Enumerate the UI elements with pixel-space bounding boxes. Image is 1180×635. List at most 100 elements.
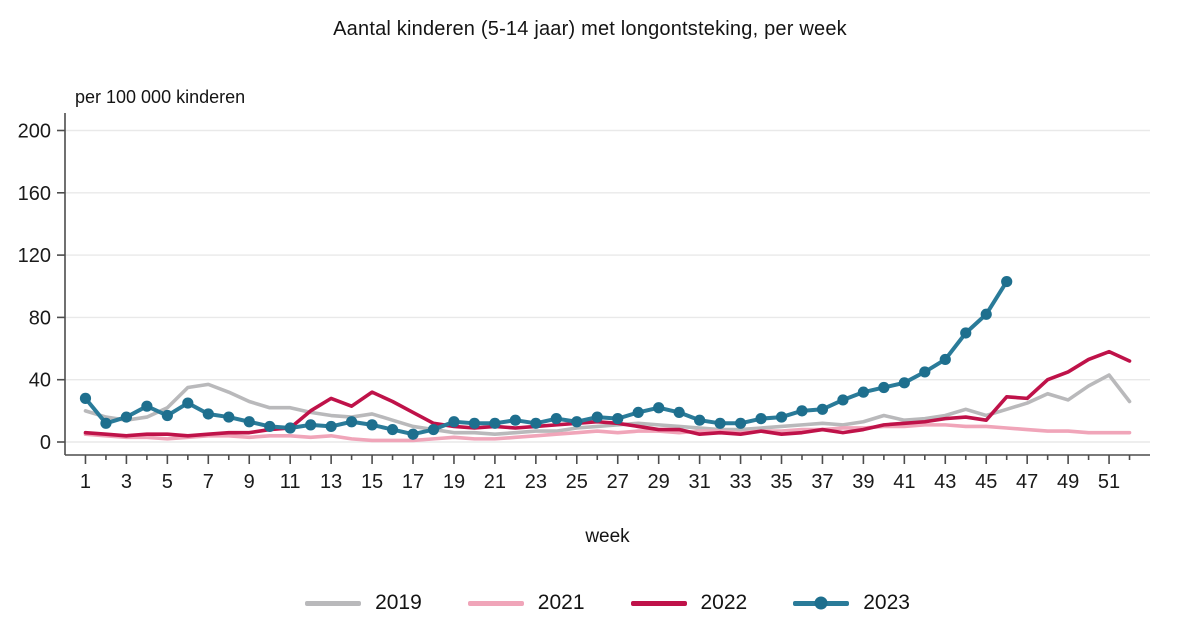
series-2023-marker <box>182 397 194 409</box>
series-2023-marker <box>325 420 337 433</box>
series-2023-marker <box>530 417 542 429</box>
legend-swatch-2021 <box>467 600 524 606</box>
series-2023-marker <box>100 417 112 429</box>
y-tick-label: 120 <box>18 245 51 267</box>
legend-swatch-2022 <box>630 600 687 606</box>
legend-label-2022: 2022 <box>700 591 748 614</box>
x-tick-label: 45 <box>975 471 997 493</box>
x-tick-label: 49 <box>1057 471 1079 493</box>
series-2023-marker <box>919 366 931 378</box>
series-2023-marker <box>960 327 972 339</box>
series-2023-marker <box>223 411 235 423</box>
y-tick-label: 200 <box>18 121 51 143</box>
series-2023-marker <box>243 416 255 428</box>
series-2023-marker <box>755 413 767 425</box>
x-tick-label: 9 <box>244 471 255 493</box>
series-2023-marker <box>816 403 829 415</box>
x-tick-label: 33 <box>729 471 751 493</box>
x-tick-label: 15 <box>361 471 383 493</box>
x-tick-label: 11 <box>280 471 301 493</box>
legend-label-2021: 2021 <box>537 591 585 614</box>
x-tick-label: 39 <box>852 471 874 493</box>
x-tick-label: 51 <box>1098 471 1120 493</box>
series-2023-line <box>83 279 1009 437</box>
series-2023-marker <box>120 411 133 423</box>
x-tick-label: 3 <box>121 471 132 493</box>
series-2023-marker <box>612 413 624 425</box>
legend-swatch-2023 <box>793 596 850 610</box>
series-2023-marker <box>796 405 808 417</box>
series-2023-marker <box>366 419 378 431</box>
x-tick-label: 23 <box>525 471 547 493</box>
x-tick-label: 17 <box>402 471 424 493</box>
series-2023-marker <box>694 414 706 426</box>
series-2023-marker <box>673 406 685 419</box>
x-tick-label: 27 <box>607 471 629 493</box>
x-tick-label: 29 <box>648 471 670 493</box>
legend-item-2021: 2021 <box>467 591 585 615</box>
series-2023-marker <box>571 416 583 428</box>
x-tick-label: 1 <box>80 471 91 493</box>
series-2023-marker <box>305 419 317 431</box>
legend: 2019 2021 2022 2023 <box>65 591 1150 615</box>
series-2023-marker <box>591 411 603 423</box>
x-tick-label: 47 <box>1016 471 1038 493</box>
series-2023-marker <box>141 400 153 412</box>
series-2023-marker <box>980 308 992 320</box>
legend-item-2023: 2023 <box>793 591 910 615</box>
series-2023-marker <box>79 392 92 404</box>
series-2021-line <box>83 423 1132 443</box>
y-tick-label: 40 <box>29 370 51 392</box>
series-2023-marker <box>468 417 481 429</box>
series-2023-marker <box>653 402 665 414</box>
chart-title: Aantal kinderen (5-14 jaar) met longonts… <box>333 18 847 40</box>
series-2023-marker <box>734 417 747 429</box>
series-2023-marker <box>386 423 399 436</box>
legend-label-2023: 2023 <box>863 591 910 614</box>
y-tick-label: 0 <box>40 432 51 454</box>
legend-label-2019: 2019 <box>375 591 422 614</box>
x-tick-label: 31 <box>688 471 710 493</box>
y-tick-label: 80 <box>29 307 51 329</box>
series-2023-marker <box>837 394 849 406</box>
legend-marker-dot-2023 <box>814 596 828 610</box>
x-tick-label: 5 <box>162 471 173 493</box>
series-2023-marker <box>714 417 726 429</box>
series-2023-marker <box>346 416 358 428</box>
legend-swatch-2019 <box>305 600 362 606</box>
series-2023-marker <box>939 353 951 366</box>
series-2023-marker <box>407 428 419 440</box>
series-2023-marker <box>1001 275 1013 288</box>
x-tick-label: 35 <box>770 471 792 493</box>
series-2023-marker <box>857 386 869 398</box>
x-axis-title: week <box>585 526 630 547</box>
series-2023-marker <box>448 416 460 428</box>
x-tick-label: 19 <box>443 471 465 493</box>
series-2023-marker <box>489 417 501 429</box>
x-tick-label: 7 <box>203 471 214 493</box>
x-tick-label: 41 <box>893 471 915 493</box>
series-2023-marker <box>878 381 890 394</box>
series-2023-marker <box>898 377 910 389</box>
series-2023-marker <box>161 409 173 422</box>
x-tick-label: 21 <box>484 471 506 493</box>
series-2023-marker <box>509 414 521 426</box>
legend-item-2022: 2022 <box>630 591 748 615</box>
series-2023-marker <box>202 408 214 420</box>
series-2023-marker <box>427 423 440 436</box>
series-2019-line <box>83 373 1132 437</box>
x-tick-label: 13 <box>320 471 342 493</box>
series-2023-marker <box>264 420 276 433</box>
y-axis-unit-label: per 100 000 kinderen <box>75 87 246 107</box>
series-2023-marker <box>284 422 296 434</box>
x-tick-label: 37 <box>811 471 833 493</box>
series-2022-line <box>83 349 1132 438</box>
y-tick-label: 160 <box>18 183 51 205</box>
x-tick-label: 25 <box>566 471 588 493</box>
series-2023-marker <box>775 411 788 423</box>
series-2023-marker <box>632 406 644 419</box>
legend-item-2019: 2019 <box>305 591 422 615</box>
series-2023-marker <box>550 413 562 425</box>
